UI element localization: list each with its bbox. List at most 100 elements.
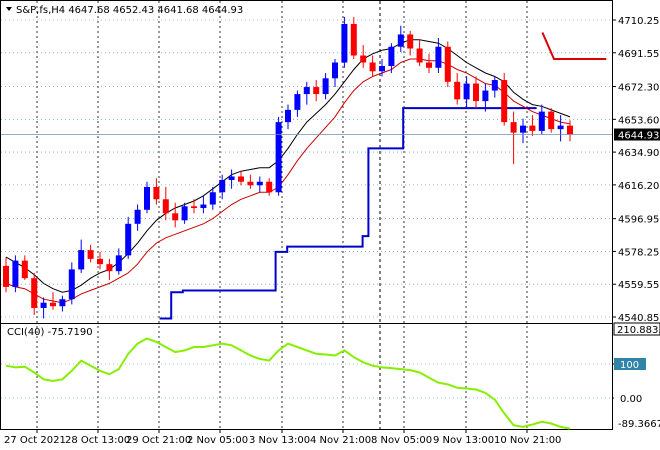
candle-body — [172, 213, 179, 221]
candle-body — [125, 223, 132, 256]
candle — [473, 76, 479, 109]
candle-body — [31, 278, 38, 308]
candle-body — [557, 125, 564, 130]
candle-body — [444, 46, 451, 82]
candle-body — [238, 176, 244, 182]
candle-body — [12, 260, 19, 287]
time-tick-label: 29 Oct 21:00 — [126, 435, 191, 446]
cci-current-label: -89.3667 — [618, 419, 660, 430]
cci-top-tag-box — [613, 322, 660, 336]
time-tick-label: 3 Nov 13:00 — [249, 435, 310, 446]
candle-body — [256, 181, 263, 186]
candle-body — [153, 186, 160, 200]
candle-body — [520, 125, 526, 133]
candle — [106, 258, 113, 280]
candle — [313, 80, 320, 102]
candle-body — [303, 87, 310, 95]
candle-body — [68, 269, 75, 300]
candle — [426, 53, 432, 74]
candle-body — [388, 46, 395, 67]
cci-top-tag: 210.8833 — [613, 322, 660, 336]
time-tick-label: 4 Nov 21:00 — [310, 435, 371, 446]
candle — [115, 248, 122, 275]
candle-body — [247, 181, 254, 186]
candle — [294, 90, 301, 117]
candle — [97, 251, 103, 270]
candle — [388, 43, 395, 74]
symbol-info: S&P,fs,H4 4647.68 4652.43 4641.68 4644.9… — [16, 5, 243, 16]
candle-body — [463, 83, 470, 100]
candle — [275, 116, 282, 196]
candle-body — [144, 186, 150, 210]
candle — [435, 37, 442, 74]
candle — [332, 59, 338, 88]
time-tick-label: 9 Nov 13:00 — [433, 435, 494, 446]
candle-body — [106, 264, 113, 272]
candle — [200, 195, 207, 214]
candle-body — [510, 122, 517, 133]
price-tick-label: 4672.30 — [618, 83, 659, 94]
candle — [87, 244, 94, 263]
candle-body — [473, 83, 479, 102]
price-tick-label: 4578.25 — [618, 247, 659, 258]
dropdown-triangle-icon[interactable] — [6, 7, 12, 11]
candle — [181, 202, 188, 224]
candle — [68, 262, 75, 305]
candle — [256, 176, 263, 193]
time-tick-label: 28 Oct 13:00 — [65, 435, 130, 446]
candle-body — [332, 62, 338, 79]
candle — [557, 115, 564, 142]
candle-body — [275, 122, 282, 193]
candle — [510, 111, 517, 165]
time-tick-label: 10 Nov 21:00 — [494, 435, 561, 446]
price-tick-label: 4559.55 — [618, 280, 659, 291]
candle-body — [162, 199, 169, 214]
candle — [397, 25, 404, 52]
candle-body — [379, 66, 385, 72]
candle-body — [266, 181, 273, 193]
candle — [285, 104, 291, 130]
current-price-label: 4644.93 — [618, 131, 659, 142]
candle-body — [482, 90, 489, 102]
candle — [266, 178, 273, 196]
candle — [567, 120, 573, 142]
candle-body — [529, 125, 536, 131]
time-tick-label: 27 Oct 2021 — [4, 435, 66, 446]
candle — [78, 239, 85, 273]
candle-body — [341, 23, 348, 63]
cci-current-tag-box — [614, 417, 660, 429]
price-tick-label: 4634.90 — [618, 148, 659, 159]
candle — [444, 41, 451, 88]
candle — [463, 76, 470, 109]
candle — [219, 174, 226, 200]
candle-body — [181, 206, 188, 221]
candle — [350, 16, 357, 60]
candle — [144, 181, 150, 214]
candle-body — [454, 81, 461, 100]
candle-body — [397, 34, 404, 47]
candle-body — [97, 258, 103, 265]
current-price-tag-box — [614, 128, 660, 141]
candle-body — [538, 111, 545, 131]
candle — [538, 104, 545, 135]
candle — [407, 30, 414, 56]
candle-body — [350, 23, 357, 56]
cci-tick-box — [614, 358, 646, 370]
candle — [379, 59, 385, 77]
candle-body — [115, 255, 122, 272]
candle-body — [501, 80, 508, 123]
candle-body — [426, 62, 432, 68]
candle-body — [87, 250, 94, 259]
cci-current-tag: -89.3667 — [614, 417, 660, 430]
candle-body — [294, 94, 301, 110]
price-tick-label: 4653.60 — [618, 115, 659, 126]
symbol-header[interactable]: S&P,fs,H4 4647.68 4652.43 4641.68 4644.9… — [6, 5, 243, 16]
candle-body — [134, 209, 141, 224]
cci-top-label: 210.8833 — [617, 325, 660, 336]
candle — [50, 292, 56, 310]
candle — [360, 44, 367, 68]
candle — [40, 297, 47, 319]
time-tick-label: 8 Nov 05:00 — [371, 435, 432, 446]
candle — [162, 186, 169, 221]
